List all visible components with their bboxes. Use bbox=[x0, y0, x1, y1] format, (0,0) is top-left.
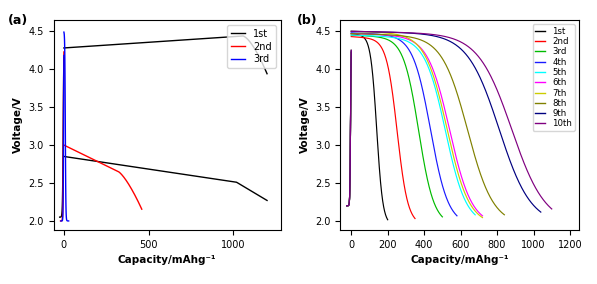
Text: (b): (b) bbox=[297, 14, 318, 27]
Legend: 1st, 2nd, 3rd, 4th, 5th, 6th, 7th, 8th, 9th, 10th: 1st, 2nd, 3rd, 4th, 5th, 6th, 7th, 8th, … bbox=[533, 24, 575, 131]
Y-axis label: Voltage/V: Voltage/V bbox=[300, 97, 309, 153]
Y-axis label: Voltage/V: Voltage/V bbox=[13, 97, 23, 153]
X-axis label: Capacity/mAhg⁻¹: Capacity/mAhg⁻¹ bbox=[118, 255, 216, 265]
X-axis label: Capacity/mAhg⁻¹: Capacity/mAhg⁻¹ bbox=[411, 255, 509, 265]
Legend: 1st, 2nd, 3rd: 1st, 2nd, 3rd bbox=[227, 25, 276, 68]
Text: (a): (a) bbox=[8, 14, 29, 27]
